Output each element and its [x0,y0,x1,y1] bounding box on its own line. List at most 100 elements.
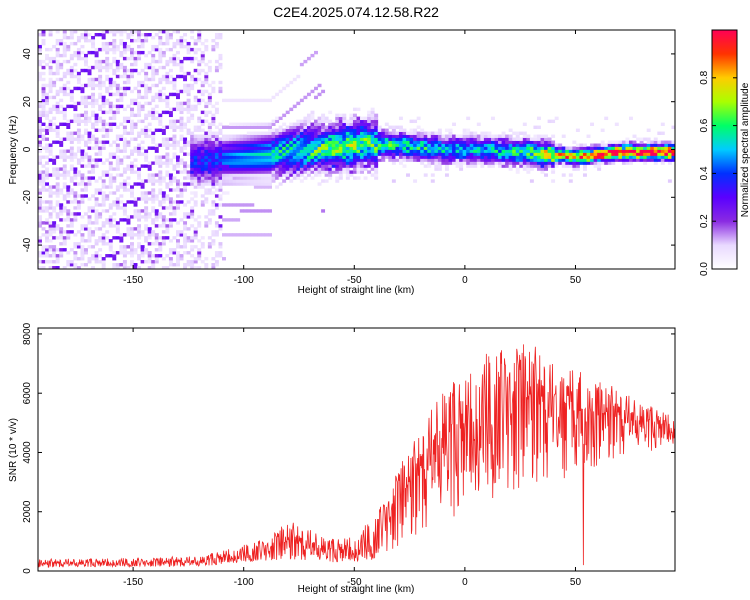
spectrogram-cell [108,206,113,210]
spectrogram-cell [76,56,81,61]
spectrogram-cell [430,173,435,177]
spectrogram-cell [119,62,124,67]
spectrogram-cell [299,134,304,138]
spectrogram-cell [565,152,570,156]
spectrogram-cell [260,125,265,129]
spectrogram-cell [547,158,552,162]
spectrogram-cell [161,200,166,204]
spectrogram-cell [172,134,177,138]
spectrogram-cell [200,143,205,147]
spectrogram-cell [444,134,449,138]
spectrogram-cell [558,152,563,156]
spectrogram-cell [306,167,311,171]
spectrogram-cell [342,128,347,132]
spectrogram-cell [544,164,548,168]
spectrogram-cell [190,236,195,240]
spectrogram-cell [84,239,88,243]
spectrogram-cell [137,134,142,138]
spectrogram-cell [582,149,587,153]
spectrogram-cell [73,212,78,216]
spectrogram-cell [151,47,156,52]
spectrogram-cell [260,149,265,153]
spectrogram-cell [544,173,548,177]
spectrogram-cell [101,44,106,49]
spectrogram-cell [158,92,163,97]
spectrogram-cell [144,113,149,118]
spectrogram-cell [667,155,672,159]
spectrogram-cell [222,149,226,153]
spectrogram-cell [52,191,57,195]
spectrogram-cell [303,137,308,141]
spectrogram-cell [112,56,117,61]
spectrogram-cell [200,56,205,61]
spectrogram-cell [172,128,177,132]
spectrogram-cell [483,161,488,165]
spectrogram-cell [480,149,485,153]
spectrogram-cell [448,155,453,159]
spectrogram-cell [650,146,655,150]
spectrogram-cell [130,128,134,132]
spectrogram-cell [522,155,527,159]
spectrogram-cell [232,179,237,183]
spectrogram-cell [462,155,467,159]
spectrogram-cell [179,137,184,141]
spectrogram-cell [282,113,287,118]
spectrogram-cell [66,35,71,40]
spectrogram-cell [179,110,184,115]
spectrogram-cell [275,131,280,135]
spectrogram-cell [271,122,276,126]
spectrogram-cell [69,119,74,124]
spectrogram-cell [140,32,145,37]
spectrogram-cell [154,143,159,147]
spectrogram-cell [154,47,159,52]
spectrogram-cell [342,116,347,121]
spectrogram-cell [225,170,230,174]
spectrogram-cell [218,161,223,165]
spectrogram-cell [76,203,81,207]
spectrogram-cell [197,35,202,40]
spectrogram-cell [239,161,244,165]
spectrogram-cell [391,140,396,144]
spectrogram-cell [204,38,209,43]
spectrogram-cell [126,77,131,82]
spectrogram-cell [69,248,74,252]
spectrogram-cell [402,149,407,153]
spectrogram-cell [423,158,428,162]
spectrogram-cell [48,200,53,204]
spectrogram-cell [151,194,156,198]
spectrogram-cell [200,182,205,186]
spectrogram-cell [522,158,527,162]
spectrogram-cell [55,77,60,82]
spectrogram-cell [91,194,96,198]
spectrogram-cell [52,128,57,132]
spectrogram-cell [498,143,502,147]
spectrogram-cell [437,158,442,162]
spectrogram-cell [108,143,113,147]
spectrogram-cell [55,62,60,67]
spectrogram-cell [144,35,149,40]
spectrogram-cell [130,233,134,237]
spectrogram-cell [515,146,520,150]
spectrogram-cell [370,116,375,121]
spectrogram-cell [108,191,113,195]
spectrogram-cell [186,239,191,243]
spectrogram-cell [522,164,527,168]
spectrogram-cell [342,170,347,174]
spectrogram-cell [151,134,156,138]
spectrogram-cell [480,152,485,156]
spectrogram-cell [48,227,53,231]
spectrogram-cell [289,134,294,138]
spectrogram-cell [176,62,180,67]
spectrogram-cell [183,212,188,216]
spectrogram-cell [370,164,375,168]
spectrogram-cell [158,203,163,207]
spectrogram-cell [112,44,117,49]
spectrogram-cell [98,215,103,219]
spectrogram-cell [345,149,350,153]
spectrogram-cell [115,164,120,168]
spectrogram-cell [268,131,272,135]
spectrogram-y-tick-label: -40 [22,237,33,252]
spectrogram-cell [98,236,103,240]
spectrogram-cell [73,170,78,174]
spectrogram-cell [158,47,163,52]
